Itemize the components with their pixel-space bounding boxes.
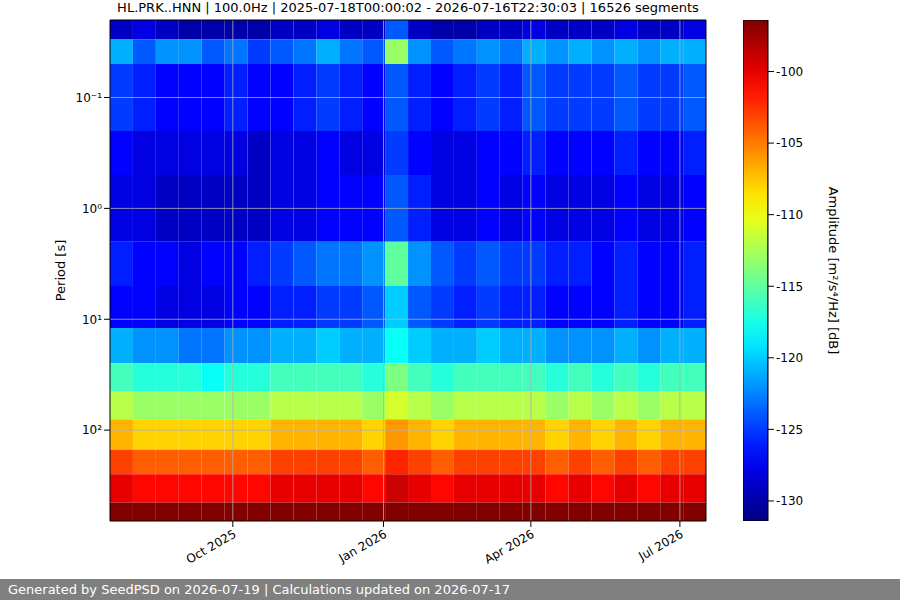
svg-text:Oct 2025: Oct 2025 — [184, 527, 239, 567]
svg-text:-105: -105 — [776, 136, 803, 150]
svg-text:-130: -130 — [776, 494, 803, 508]
svg-text:10²: 10² — [82, 423, 102, 437]
svg-text:Apr 2026: Apr 2026 — [482, 527, 537, 567]
svg-text:-125: -125 — [776, 423, 803, 437]
html-text:HL.PRK..HNN | 100.0Hz | 2025-0: HL.PRK..HNN | 100.0Hz | 2025-07-18T00:00… — [117, 0, 699, 15]
html-text:Generated by SeedPSD on 2026-0: Generated by SeedPSD on 2026-07-19 | Cal… — [8, 582, 510, 597]
svg-text:-110: -110 — [776, 208, 803, 222]
svg-text:10¹: 10¹ — [82, 313, 102, 327]
svg-text:-120: -120 — [776, 351, 803, 365]
svg-text:10⁻¹: 10⁻¹ — [76, 91, 103, 105]
svg-text:10⁰: 10⁰ — [82, 202, 102, 216]
svg-text:Jan 2026: Jan 2026 — [336, 527, 390, 566]
svg-text:Period [s]: Period [s] — [53, 240, 68, 302]
svg-text:-100: -100 — [776, 65, 803, 79]
svg-text:Amplitude [m²/s⁴/Hz] [dB]: Amplitude [m²/s⁴/Hz] [dB] — [826, 187, 841, 355]
svg-text:Jul 2026: Jul 2026 — [635, 527, 685, 564]
svg-text:-115: -115 — [776, 280, 803, 294]
